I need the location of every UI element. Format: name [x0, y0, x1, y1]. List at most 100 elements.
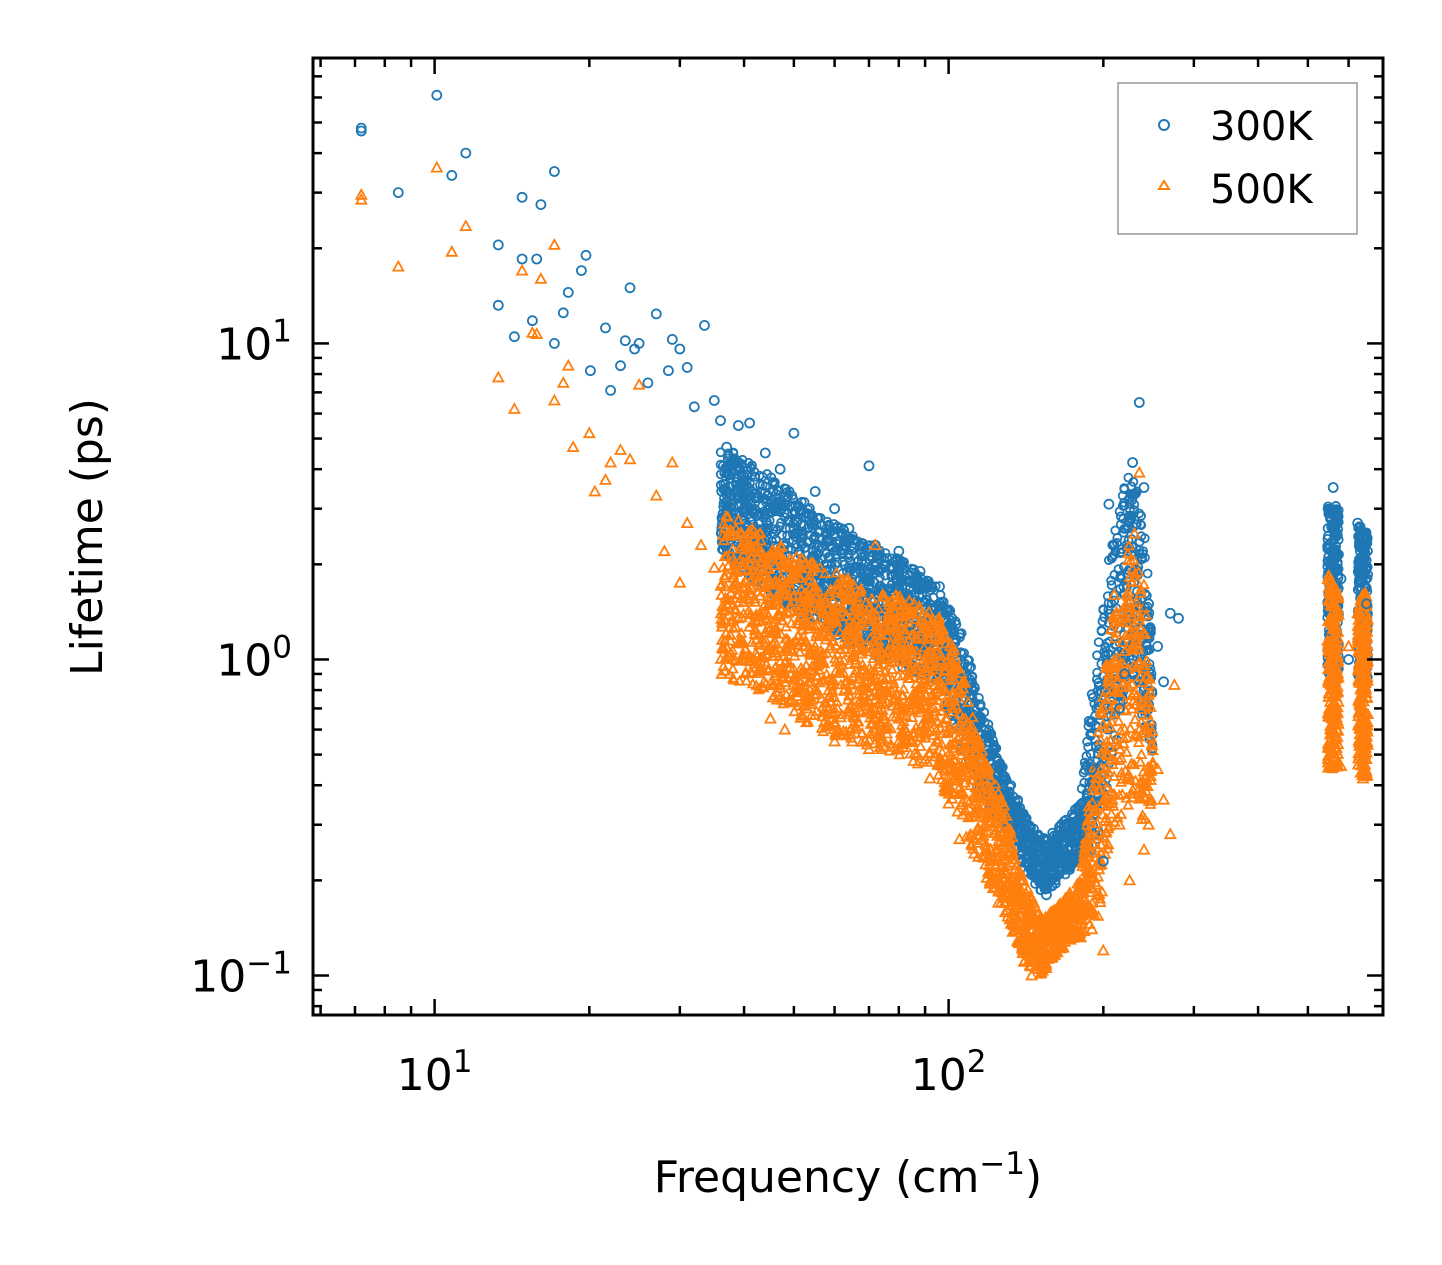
cloud-point-300k	[1327, 555, 1338, 566]
cloud-point-500k	[922, 633, 935, 644]
cloud-point-300k	[807, 523, 818, 534]
cloud-point-500k	[791, 614, 804, 626]
cloud-point-300k	[1322, 556, 1333, 566]
cloud-point-300k	[825, 553, 835, 563]
cloud-point-500k	[1118, 695, 1131, 707]
cloud-point-300k	[1131, 488, 1141, 499]
cloud-point-300k	[723, 448, 734, 459]
cloud-point-300k	[762, 469, 772, 479]
cloud-point-500k	[1100, 692, 1113, 704]
cloud-point-500k	[1092, 725, 1105, 737]
cloud-point-300k	[1356, 529, 1367, 540]
cloud-point-500k	[1139, 628, 1152, 639]
cloud-point-300k	[786, 501, 797, 511]
cloud-point-300k	[1096, 625, 1107, 636]
cloud-point-500k	[1124, 722, 1137, 733]
cloud-point-300k	[874, 567, 885, 578]
cloud-point-300k	[1107, 540, 1118, 550]
cloud-point-300k	[796, 539, 807, 550]
cloud-point-300k	[1113, 564, 1124, 574]
cloud-point-500k	[1107, 698, 1120, 709]
cloud-point-500k	[1095, 761, 1108, 773]
cloud-point-500k	[862, 612, 875, 624]
cloud-point-500k	[1105, 807, 1118, 819]
cloud-point-500k	[918, 641, 931, 653]
cloud-point-300k	[964, 655, 974, 666]
cloud-point-500k	[1094, 733, 1107, 745]
cloud-point-300k	[920, 578, 931, 589]
cloud-point-300k	[1055, 834, 1065, 844]
cloud-point-500k	[811, 670, 824, 682]
cloud-point-300k	[1123, 523, 1133, 534]
cloud-point-500k	[903, 594, 916, 605]
cloud-point-300k	[747, 460, 757, 471]
cloud-point-500k	[748, 592, 761, 604]
cloud-point-500k	[761, 586, 774, 598]
cloud-point-500k	[982, 816, 995, 828]
cloud-point-500k	[891, 702, 904, 713]
cloud-point-300k	[1061, 814, 1071, 825]
cloud-point-300k	[1036, 853, 1047, 864]
cloud-point-300k	[768, 524, 779, 534]
cloud-point-300k	[1126, 510, 1137, 521]
cloud-point-300k	[1052, 840, 1063, 850]
cloud-point-500k	[736, 634, 749, 646]
cloud-point-300k	[825, 542, 836, 553]
cloud-point-300k	[1329, 517, 1340, 527]
cloud-point-500k	[907, 755, 920, 766]
cloud-point-300k	[806, 509, 817, 520]
cloud-point-500k	[1130, 596, 1143, 607]
cloud-point-300k	[843, 548, 854, 559]
cloud-point-500k	[774, 689, 787, 701]
cloud-point-300k	[1042, 845, 1053, 856]
cloud-point-300k	[780, 483, 791, 494]
cloud-point-300k	[831, 544, 842, 555]
cloud-point-300k	[728, 448, 739, 459]
cloud-point-500k	[900, 638, 913, 650]
cloud-point-500k	[941, 771, 954, 783]
cloud-point-300k	[749, 503, 760, 514]
cloud-point-300k	[944, 604, 954, 615]
cloud-point-500k	[946, 723, 959, 735]
cloud-point-500k	[718, 521, 732, 533]
cloud-point-300k	[1331, 504, 1342, 515]
cloud-point-300k	[992, 756, 1003, 766]
cloud-point-300k	[1082, 736, 1092, 747]
cloud-point-300k	[1053, 854, 1064, 865]
cloud-point-300k	[853, 555, 864, 566]
cloud-point-300k	[782, 509, 792, 519]
cloud-point-300k	[845, 563, 856, 574]
cloud-point-300k	[722, 453, 733, 464]
cloud-point-500k	[787, 662, 800, 674]
cloud-point-300k	[1058, 829, 1068, 839]
cloud-point-500k	[884, 737, 897, 749]
cloud-point-300k	[1144, 685, 1154, 696]
cloud-point-300k	[880, 561, 890, 571]
cloud-point-300k	[1033, 831, 1044, 842]
cloud-point-500k	[1104, 720, 1117, 732]
cloud-point-500k	[886, 663, 899, 674]
cloud-point-300k	[765, 507, 776, 518]
cloud-point-500k	[917, 659, 930, 671]
cloud-point-300k	[740, 495, 750, 506]
cloud-point-500k	[872, 602, 885, 614]
cloud-point-500k	[851, 672, 864, 684]
cloud-point-500k	[930, 640, 943, 652]
cloud-point-300k	[1050, 878, 1061, 889]
cloud-point-300k	[1042, 859, 1053, 870]
cloud-point-300k	[788, 518, 799, 529]
cloud-point-500k	[963, 795, 976, 807]
cloud-point-300k	[1128, 476, 1139, 487]
cloud-point-300k	[722, 501, 732, 512]
cloud-point-300k	[755, 479, 765, 490]
cloud-point-300k	[1092, 674, 1102, 685]
cloud-point-300k	[1356, 577, 1366, 588]
cloud-point-300k	[741, 469, 752, 480]
cloud-point-300k	[873, 550, 884, 560]
cloud-point-300k	[974, 693, 984, 703]
cloud-point-300k	[721, 489, 731, 500]
cloud-point-500k	[847, 650, 860, 661]
cloud-point-300k	[1064, 843, 1075, 854]
cloud-point-500k	[1122, 539, 1135, 551]
